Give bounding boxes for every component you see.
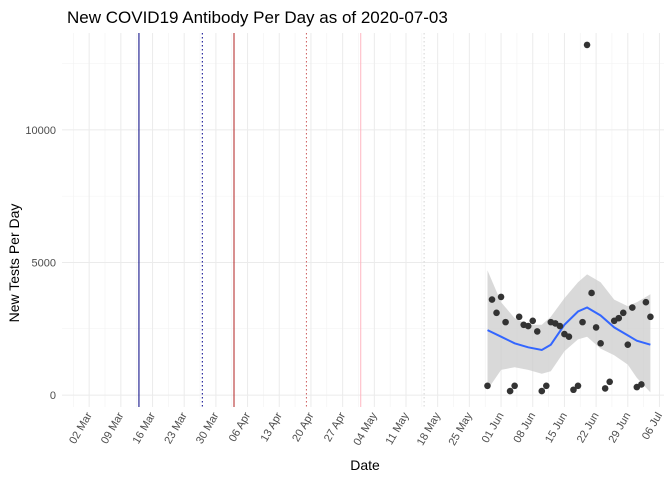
data-point	[588, 289, 595, 297]
minor-grid	[62, 33, 664, 407]
data-point	[524, 322, 532, 330]
smooth-line	[487, 306, 651, 352]
data-point	[601, 385, 609, 392]
data-point	[629, 304, 636, 311]
x-tick-label: 18 May	[415, 410, 444, 448]
data-point	[484, 382, 491, 390]
x-tick-labels: 02 Mar 09 Mar 16 Mar 23 Mar 30 Mar 06 Apr 13 A…	[67, 410, 665, 448]
data-point	[624, 341, 632, 348]
x-tick-label: 06 Jul	[640, 411, 665, 442]
major-grid	[62, 33, 664, 407]
smooth-line-path	[487, 306, 651, 352]
confidence-band-area	[487, 270, 651, 393]
x-tick-label: 30 Mar	[194, 410, 222, 446]
x-tick-label: 13 Apr	[259, 410, 285, 444]
data-point	[502, 318, 509, 326]
data-point	[543, 382, 550, 390]
data-point	[488, 296, 496, 303]
data-point	[592, 324, 600, 331]
data-point	[515, 313, 523, 321]
data-point	[583, 41, 591, 49]
x-tick-label: 20 Apr	[290, 410, 316, 444]
data-point	[506, 387, 514, 395]
x-tick-label: 02 Mar	[67, 410, 95, 446]
x-tick-label: 11 May	[384, 410, 412, 447]
x-tick-label: 01 Jun	[480, 410, 507, 445]
data-point	[638, 381, 645, 388]
y-tick-label: 5000	[32, 257, 56, 269]
y-tick-label: 10000	[25, 125, 56, 137]
x-tick-label: 16 Mar	[131, 410, 159, 446]
confidence-band	[487, 270, 651, 393]
y-tick-label: 0	[50, 390, 56, 402]
data-point	[533, 328, 541, 335]
data-point	[642, 298, 650, 306]
data-point	[538, 387, 546, 395]
x-tick-label: 04 May	[351, 410, 380, 448]
x-tick-label: 08 Jun	[511, 411, 538, 446]
x-axis-title: Date	[350, 457, 380, 473]
data-point	[511, 382, 518, 390]
x-tick-label: 23 Mar	[162, 410, 190, 446]
data-point	[574, 382, 582, 390]
data-point	[647, 313, 654, 321]
data-point	[556, 322, 564, 330]
x-tick-label: 27 Apr	[322, 410, 348, 444]
data-point	[606, 378, 613, 386]
x-tick-label: 22 Jun	[575, 411, 602, 446]
x-tick-label: 29 Jun	[606, 411, 633, 446]
x-tick-label: 06 Apr	[227, 410, 253, 444]
data-point	[597, 340, 604, 347]
y-tick-labels: 0 5000 10000	[25, 125, 56, 402]
data-point	[497, 293, 505, 301]
x-tick-label: 15 Jun	[543, 411, 570, 446]
data-point	[565, 333, 573, 341]
data-point	[615, 314, 623, 322]
data-point	[529, 317, 537, 325]
data-point	[493, 309, 500, 317]
data-point	[619, 309, 627, 317]
reference-lines	[138, 33, 425, 407]
data-point	[570, 386, 577, 394]
x-tick-label: 09 Mar	[99, 410, 127, 446]
data-point	[579, 318, 586, 326]
chart-title: New COVID19 Antibody Per Day as of 2020-…	[67, 8, 448, 27]
data-points	[484, 41, 654, 395]
y-axis-title: New Tests Per Day	[6, 204, 22, 323]
x-tick-label: 25 May	[447, 410, 476, 448]
